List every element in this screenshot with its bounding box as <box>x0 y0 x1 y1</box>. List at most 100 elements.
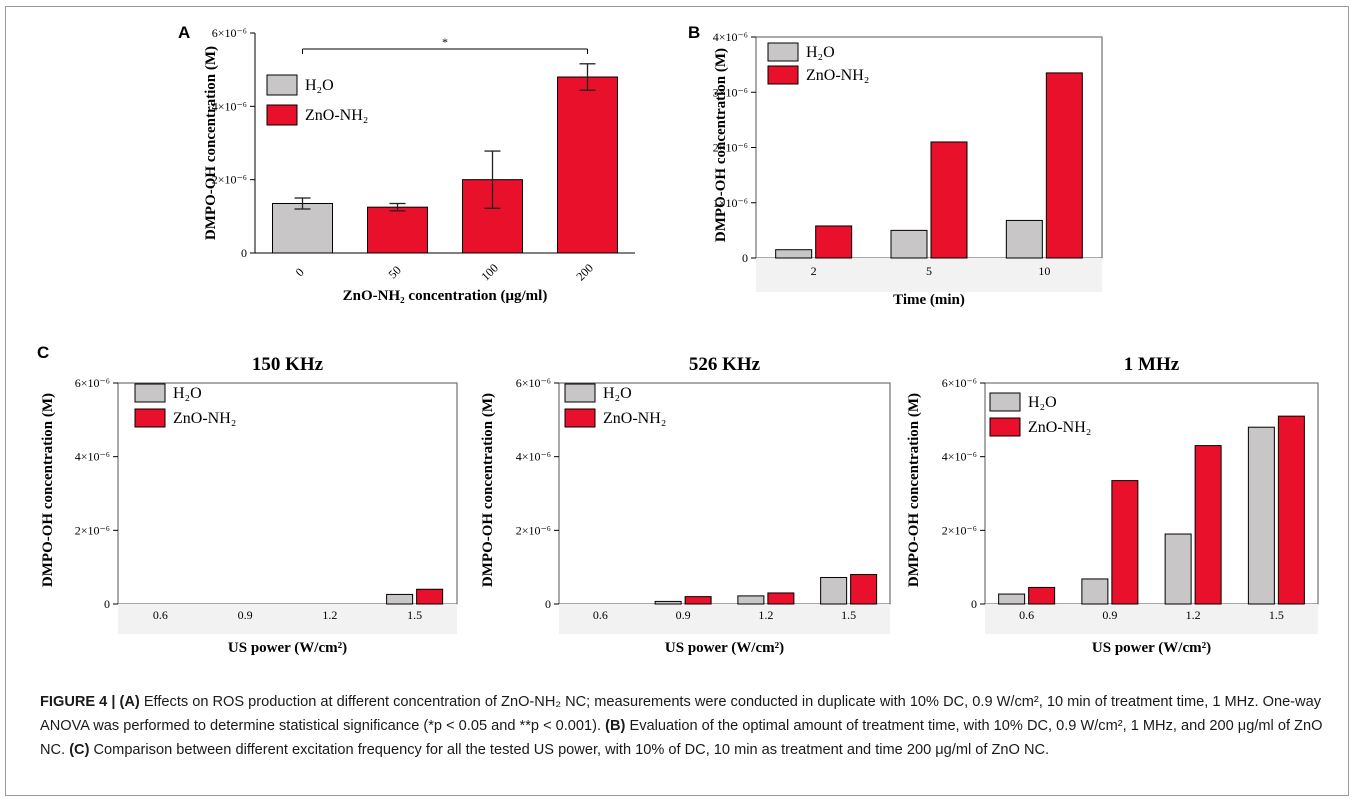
chart-5-title: 1 MHz <box>1124 354 1180 375</box>
chart-4-bar <box>850 574 878 605</box>
chart-2-legend-swatch <box>767 42 799 62</box>
chart-4-legend-swatch <box>564 408 596 428</box>
chart-4-title: 526 KHz <box>689 354 761 375</box>
chart-3-y-tick-label: 2×10⁻⁶ <box>75 523 110 537</box>
chart-5-bar <box>1111 480 1139 605</box>
chart-1-x-tick-label: 200 <box>573 261 596 284</box>
caption-segment: FIGURE 4 | (A) <box>40 694 140 710</box>
chart-2-bar <box>815 225 853 259</box>
chart-2-y-axis-label: DMPO-OH concentration (M) <box>713 48 729 242</box>
chart-4-y-tick-label: 2×10⁻⁶ <box>516 523 551 537</box>
chart-2-x-tick-band <box>756 258 1102 292</box>
chart-3-bar <box>386 593 414 605</box>
chart-3-x-tick-label: 0.9 <box>238 608 253 622</box>
chart-2-x-axis-label: Time (min) <box>893 292 965 308</box>
figure-caption: FIGURE 4 | (A) Effects on ROS production… <box>40 690 1330 762</box>
chart-2-y-tick-label: 1×10⁻⁶ <box>713 196 748 210</box>
chart-5-legend-label: H₂O <box>1028 394 1057 411</box>
chart-1-panel-letter: A <box>178 23 190 42</box>
chart-5-y-axis-label: DMPO-OH concentration (M) <box>906 393 922 587</box>
chart-5-x-tick-band <box>985 604 1318 634</box>
chart-5-y-tick-label: 0 <box>971 597 977 611</box>
chart-5-y-tick-label: 2×10⁻⁶ <box>942 523 977 537</box>
chart-5-bar <box>1028 586 1056 605</box>
chart-4-legend-label: ZnO-NH₂ <box>603 410 666 427</box>
chart-1-y-tick-label: 0 <box>241 246 247 260</box>
chart-2-x-tick-label: 5 <box>926 264 932 278</box>
chart-2-legend-swatch <box>767 65 799 85</box>
chart-3-panel-letter: C <box>37 343 49 362</box>
chart-4-bar <box>737 595 765 605</box>
chart-2-y-tick-label: 3×10⁻⁶ <box>713 85 748 99</box>
chart-5-legend-swatch <box>989 417 1021 437</box>
chart-4-bar <box>820 576 848 605</box>
chart-1-legend-swatch <box>266 74 298 96</box>
chart-3-x-tick-label: 1.5 <box>407 608 422 622</box>
chart-5-bar <box>998 593 1026 605</box>
chart-3-x-axis-label: US power (W/cm²) <box>228 640 347 656</box>
chart-5-bar <box>1247 426 1275 605</box>
caption-segment: Effects on ROS production at different c… <box>40 694 1321 734</box>
chart-1-y-axis-label: DMPO-OH concentration (M) <box>203 46 219 240</box>
chart-2-legend-label: ZnO-NH₂ <box>806 67 869 84</box>
chart-2-bar <box>1005 219 1043 259</box>
chart-1-x-tick-label: 50 <box>385 263 403 281</box>
chart-3-legend-label: H₂O <box>173 385 202 402</box>
chart-3-legend-label: ZnO-NH₂ <box>173 410 236 427</box>
chart-1-bar <box>557 76 618 254</box>
chart-1-x-tick-label: 0 <box>293 265 307 279</box>
chart-2-bar <box>1045 72 1083 259</box>
chart-2-y-tick-label: 4×10⁻⁶ <box>713 30 748 44</box>
chart-3-bar <box>416 588 444 605</box>
chart-3-y-tick-label: 6×10⁻⁶ <box>75 376 110 390</box>
chart-2-panel-letter: B <box>688 23 700 42</box>
chart-3-y-tick-label: 4×10⁻⁶ <box>75 450 110 464</box>
chart-1-y-tick-label: 2×10⁻⁶ <box>212 173 247 187</box>
chart-4-legend-swatch <box>564 383 596 403</box>
chart-5-x-tick-label: 0.9 <box>1102 608 1117 622</box>
chart-2-x-tick-label: 2 <box>811 264 817 278</box>
chart-5-x-tick-label: 1.5 <box>1269 608 1284 622</box>
chart-1-x-tick-label: 100 <box>478 261 501 284</box>
caption-segment: Comparison between different excitation … <box>89 742 1050 758</box>
chart-3-x-tick-label: 0.6 <box>153 608 168 622</box>
chart-5-x-axis-label: US power (W/cm²) <box>1092 640 1211 656</box>
chart-5-x-tick-label: 0.6 <box>1019 608 1034 622</box>
chart-2-bar <box>775 249 813 259</box>
chart-5-x-tick-label: 1.2 <box>1186 608 1201 622</box>
chart-1-bar <box>367 206 428 254</box>
chart-4-x-tick-label: 1.2 <box>758 608 773 622</box>
chart-2-y-tick-label: 0 <box>742 251 748 265</box>
chart-2-bar <box>890 229 928 259</box>
chart-3-x-tick-band <box>118 604 457 634</box>
chart-4-y-tick-label: 4×10⁻⁶ <box>516 450 551 464</box>
chart-4-y-tick-label: 6×10⁻⁶ <box>516 376 551 390</box>
chart-5-legend-label: ZnO-NH₂ <box>1028 419 1091 436</box>
chart-4-bar <box>654 600 682 605</box>
chart-3-legend-swatch <box>134 408 166 428</box>
chart-3-y-tick-label: 0 <box>104 597 110 611</box>
chart-4-x-axis-label: US power (W/cm²) <box>665 640 784 656</box>
chart-1-y-tick-label: 6×10⁻⁶ <box>212 26 247 40</box>
chart-4-y-tick-label: 0 <box>545 597 551 611</box>
chart-1-significance-star: * <box>442 35 448 49</box>
chart-5-legend-swatch <box>989 392 1021 412</box>
chart-5-y-tick-label: 4×10⁻⁶ <box>942 450 977 464</box>
chart-2-bar <box>930 141 968 259</box>
chart-4-legend-label: H₂O <box>603 385 632 402</box>
chart-3-legend-swatch <box>134 383 166 403</box>
chart-3-plot-frame <box>117 382 458 605</box>
figure-charts: 02×10⁻⁶4×10⁻⁶6×10⁻⁶0 50 100 200*H₂OZnO-NH₂D… <box>37 23 1319 656</box>
chart-4-bar <box>684 596 712 605</box>
caption-segment: (B) <box>605 718 626 734</box>
chart-4-x-tick-band <box>559 604 890 634</box>
chart-1-x-axis-label: ZnO-NH₂ concentration (μg/ml) <box>343 288 548 304</box>
chart-4-x-tick-label: 1.5 <box>841 608 856 622</box>
chart-3-y-axis-label: DMPO-OH concentration (M) <box>40 393 56 587</box>
chart-3-title: 150 KHz <box>252 354 324 375</box>
chart-1-bar <box>272 203 333 254</box>
chart-1-legend-label: ZnO-NH₂ <box>305 107 368 124</box>
chart-5-bar <box>1081 578 1109 605</box>
chart-2-legend-label: H₂O <box>806 44 835 61</box>
chart-1-y-tick-label: 4×10⁻⁶ <box>212 99 247 113</box>
